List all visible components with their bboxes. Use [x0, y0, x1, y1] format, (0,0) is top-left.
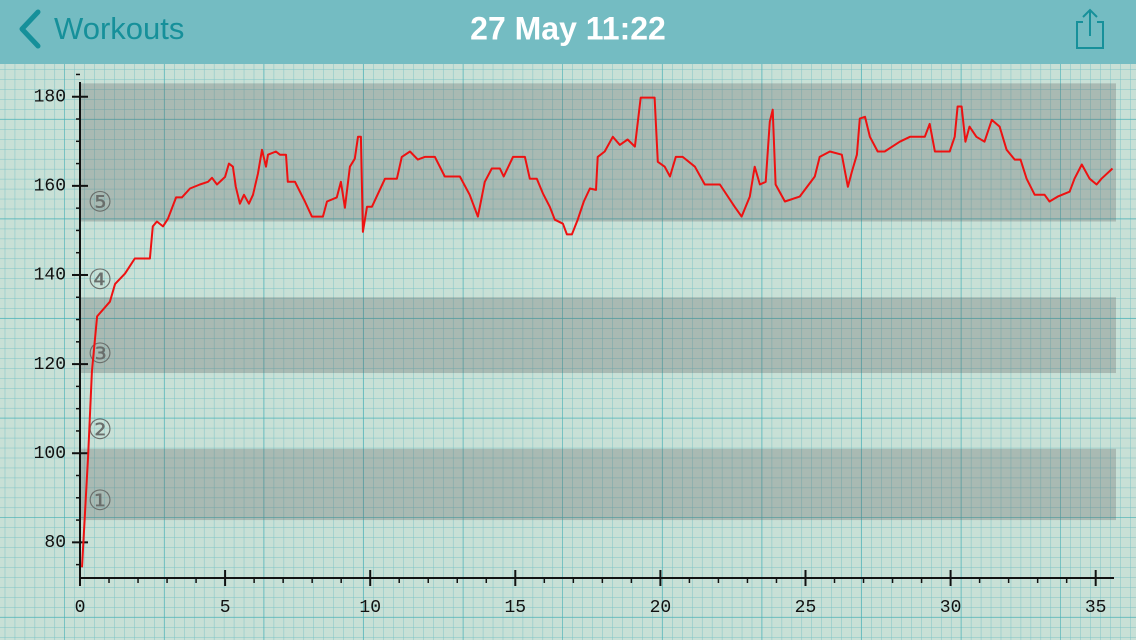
x-tick-label: 35	[1085, 598, 1107, 618]
x-tick-label: 25	[795, 598, 817, 618]
share-button[interactable]	[1076, 8, 1104, 49]
x-tick-label: 10	[359, 598, 381, 618]
zone-label: ⑤	[87, 186, 112, 219]
back-button[interactable]: Workouts	[19, 9, 184, 49]
x-tick-label: 0	[75, 598, 86, 618]
paper-grid-major	[0, 64, 1136, 640]
y-tick-label: 100	[34, 444, 66, 464]
plot: 80 100 120 140 160 180 0 5 10 15 20 25 30 35 ① ② ③ ④ ⑤	[34, 73, 1116, 618]
x-tick-label: 5	[220, 598, 231, 618]
y-tick-label: 120	[34, 355, 66, 375]
share-arrow[interactable]	[1082, 8, 1098, 36]
y-tick-label: 160	[34, 177, 66, 197]
zone-label: ②	[87, 413, 112, 446]
zone-band	[80, 83, 1116, 222]
nav-bar	[0, 0, 1136, 64]
back-chevron[interactable]	[19, 9, 41, 49]
hr-line	[81, 96, 1114, 568]
zone-label: ④	[87, 263, 112, 296]
y-tick-label: 180	[34, 87, 66, 107]
y-tick-label: 140	[34, 266, 66, 286]
share-box[interactable]	[1076, 21, 1104, 49]
x-tick-label: 30	[940, 598, 962, 618]
nav-title: 27 May 11:22	[470, 10, 666, 46]
x-tick-label: 20	[650, 598, 672, 618]
zone-label: ①	[87, 484, 112, 517]
y-tick-label: 80	[44, 533, 66, 553]
zone-label: ③	[87, 337, 112, 370]
zone-band	[80, 297, 1116, 374]
x-tick-label: 15	[504, 598, 526, 618]
zone-band	[80, 448, 1116, 521]
back-label[interactable]: Workouts	[54, 11, 184, 46]
